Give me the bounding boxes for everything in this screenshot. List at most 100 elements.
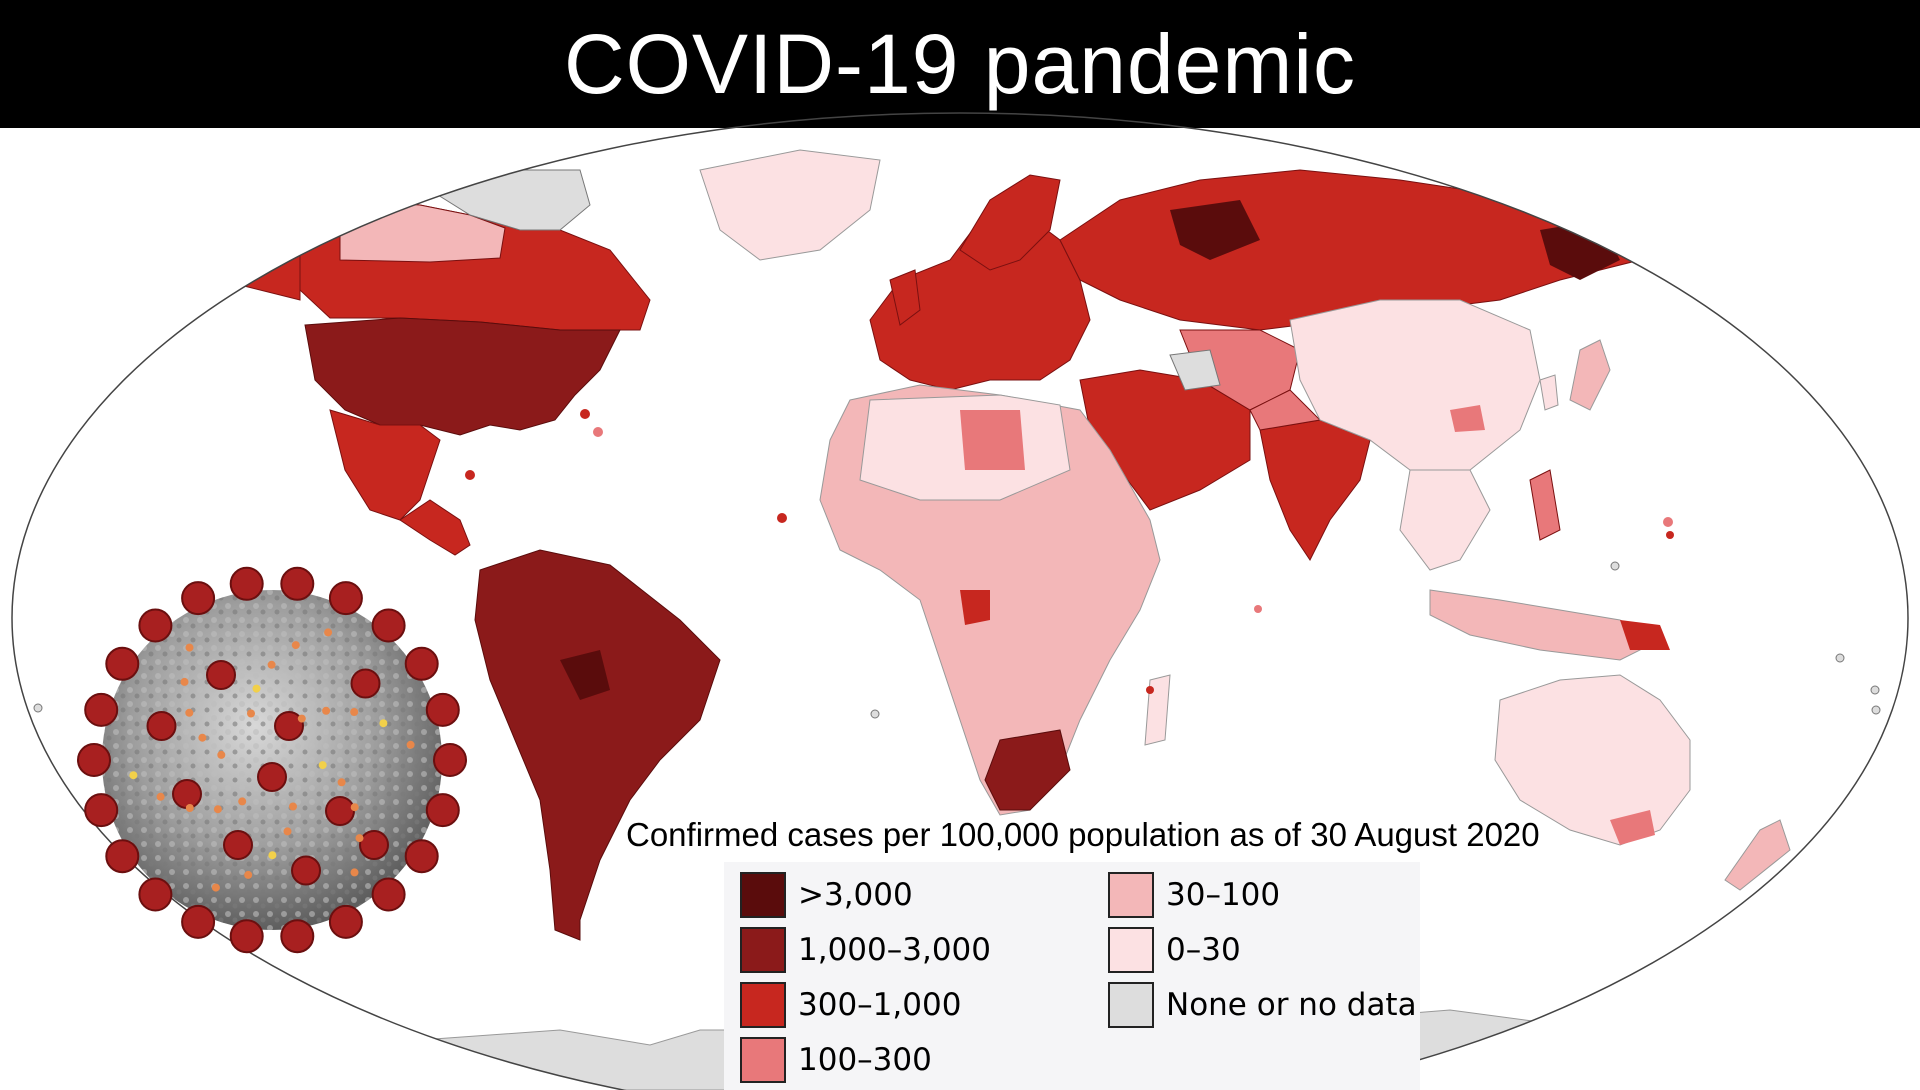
virus-spike [181,581,216,616]
virus-protein-dot [322,706,331,715]
virus-spike [280,566,315,601]
region-greenland [699,149,881,261]
virus-spike [77,743,111,777]
virus-spike [371,608,406,643]
virus-protein-dot [247,709,255,718]
virus-spike [325,796,355,826]
legend-label: 1,000–3,000 [798,932,991,968]
region-korea [1539,374,1559,411]
virus-protein-dot [350,803,359,812]
legend-label: None or no data [1166,987,1417,1023]
virus-protein-dot [198,733,207,742]
virus-protein-dot [156,792,165,801]
region-mexico [329,409,441,521]
virus-spike [291,855,321,886]
virus-spike [425,793,460,828]
virus-spike [425,692,460,727]
virus-protein-dot [244,870,253,879]
virus-spike [138,608,173,643]
legend-swatch [740,982,786,1028]
region-china-hubei [1450,405,1485,432]
region-uk [889,269,921,326]
region-southeast-asia [1399,469,1491,571]
legend-swatch [740,927,786,973]
virus-spike [371,877,406,912]
legend-label: 300–1,000 [798,987,962,1023]
region-philippines [1529,469,1561,541]
virus-protein-dot [337,778,346,787]
virus-protein-dot [283,827,292,836]
legend-label: 0–30 [1166,932,1241,968]
virus-spike [84,692,119,727]
region-australia [1494,674,1691,846]
virus-protein-dot [297,714,306,723]
region-papua [1620,620,1670,650]
virus-protein-dot [268,851,277,860]
virus-spike [146,711,177,741]
virus-spike [257,762,287,792]
region-russia-dark [1170,200,1260,260]
island-markers [33,409,1881,719]
virus-protein-dot [406,740,415,749]
virus-protein-dot [350,708,359,716]
virus-spike [404,839,439,874]
legend-swatch [1108,982,1154,1028]
region-central-america [399,499,471,556]
virus-protein-dot [213,805,222,814]
legend-item: 0–30 [1108,927,1241,973]
region-usa [304,317,621,436]
legend-label: >3,000 [798,877,913,913]
legend-swatch [740,872,786,918]
region-gabon [960,590,990,625]
legend-item: 30–100 [1108,872,1280,918]
map-border [11,112,1909,1090]
region-europe [869,209,1091,391]
region-south-africa [984,729,1071,811]
virus-protein-dot [129,771,138,780]
virus-spike [359,830,389,860]
virus-spike [229,566,264,601]
legend-item: 100–300 [740,1037,932,1083]
region-victoria [1610,810,1655,845]
virus-spike [172,779,202,809]
virus-spike [105,646,140,681]
page-title: COVID-19 pandemic [564,16,1356,111]
virus-protein-dot [324,628,333,637]
virus-protein-dot [350,868,359,877]
virus-spike [206,660,236,690]
virus-protein-dot [267,660,276,669]
virus-spike [404,646,439,681]
region-south-america [474,549,721,941]
virus-spike [328,904,363,939]
virus-spike [350,668,381,699]
virus-protein-dot [185,804,194,812]
virus-protein-dot [185,708,194,717]
virus-spike [105,839,140,874]
virus-protein-dot [289,802,297,811]
legend-label: 30–100 [1166,877,1281,913]
virus-protein-dot [180,677,189,686]
region-scandinavia [959,174,1061,271]
title-bar: COVID-19 pandemic [0,0,1920,128]
virus-protein-dot [211,883,220,892]
virus-protein-dot [252,684,261,693]
legend: >3,000 1,000–3,000 300–1,000 100–300 30–100 0… [724,862,1420,1090]
virus-spike [223,830,253,860]
virus-spike [138,877,173,912]
virus-spike [280,919,315,954]
region-turkmenistan [1169,349,1221,391]
virus-protein-dot [379,719,388,728]
legend-swatch [1108,927,1154,973]
region-brazil-dark [560,650,610,700]
virus-spike [433,743,467,777]
virus-spike [229,919,264,954]
legend-swatch [740,1037,786,1083]
virus-spike [328,581,363,616]
virus-protein-dot [238,797,247,806]
coronavirus-illustration [77,566,467,954]
virus-protein-dot [185,643,194,652]
legend-item: >3,000 [740,872,913,918]
virus-protein-dot [355,834,364,843]
virus-protein-dot [318,761,327,770]
virus-protein-dot [291,641,300,650]
